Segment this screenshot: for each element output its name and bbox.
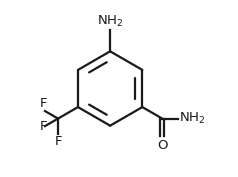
Text: NH$_2$: NH$_2$: [97, 14, 123, 29]
Text: F: F: [54, 135, 62, 148]
Text: F: F: [40, 120, 47, 133]
Text: O: O: [157, 139, 168, 152]
Text: F: F: [40, 97, 48, 110]
Text: NH$_2$: NH$_2$: [179, 111, 205, 126]
